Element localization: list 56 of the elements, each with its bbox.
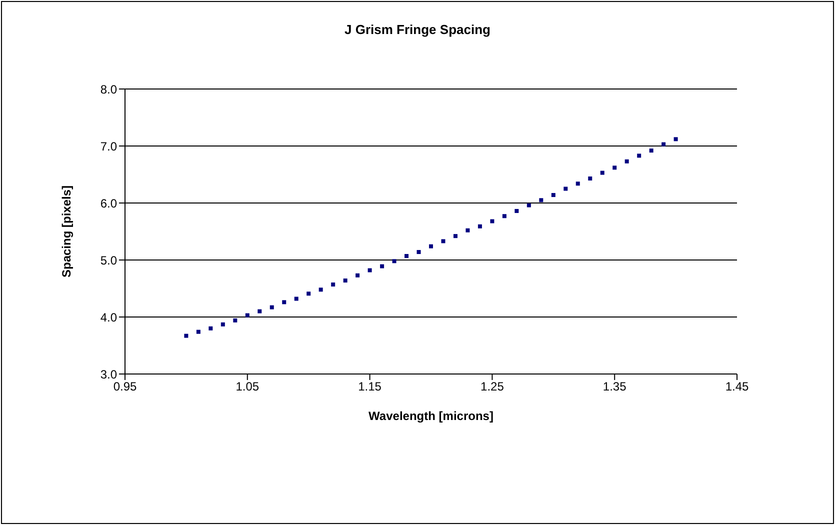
point — [466, 228, 470, 232]
point — [502, 214, 506, 218]
y-tick-label: 6.0 — [100, 196, 118, 210]
y-axis-title: Spacing [pixels] — [59, 185, 74, 278]
point — [368, 268, 372, 272]
point — [564, 186, 568, 191]
point — [258, 309, 262, 314]
point — [404, 254, 409, 258]
x-tick-label: 0.95 — [113, 380, 137, 394]
point — [453, 234, 458, 238]
y-tick-label: 5.0 — [100, 253, 118, 268]
point — [612, 166, 617, 170]
point — [294, 296, 298, 301]
point — [637, 154, 642, 158]
x-tick-label: 1.35 — [602, 380, 627, 394]
point — [539, 198, 544, 202]
point — [282, 300, 286, 304]
x-tick-label: 1.25 — [480, 380, 504, 394]
point — [331, 282, 336, 287]
point — [551, 193, 556, 198]
point — [514, 208, 519, 213]
point — [649, 148, 654, 153]
chart-title: J Grism Fringe Spacing — [344, 22, 492, 37]
y-tick-label: 3.0 — [100, 367, 118, 382]
point — [576, 182, 580, 186]
point — [196, 330, 200, 334]
point — [588, 176, 592, 180]
point — [478, 224, 482, 228]
point — [356, 273, 360, 278]
point — [233, 318, 238, 322]
x-tick-label: 1.15 — [358, 380, 382, 394]
x-tick-label: 1.45 — [725, 380, 749, 394]
point — [416, 250, 421, 254]
point — [220, 322, 225, 326]
point — [392, 259, 396, 264]
x-tick-label: 1.05 — [236, 380, 260, 394]
x-axis-title: Wavelength [microns] — [368, 409, 494, 423]
point — [318, 288, 323, 292]
point — [184, 334, 188, 338]
point — [270, 305, 274, 310]
point — [343, 278, 348, 283]
y-tick-label: 4.0 — [100, 310, 118, 324]
point — [624, 159, 629, 164]
point — [526, 203, 531, 208]
point — [490, 219, 494, 224]
point — [662, 142, 666, 146]
point — [674, 137, 678, 142]
point — [380, 264, 384, 268]
y-tick-label: 7.0 — [100, 139, 118, 154]
point — [441, 239, 446, 244]
point — [208, 326, 213, 330]
point — [600, 170, 604, 175]
point — [429, 244, 433, 248]
point — [306, 292, 311, 296]
point — [245, 313, 250, 318]
y-tick-label: 8.0 — [100, 82, 118, 96]
